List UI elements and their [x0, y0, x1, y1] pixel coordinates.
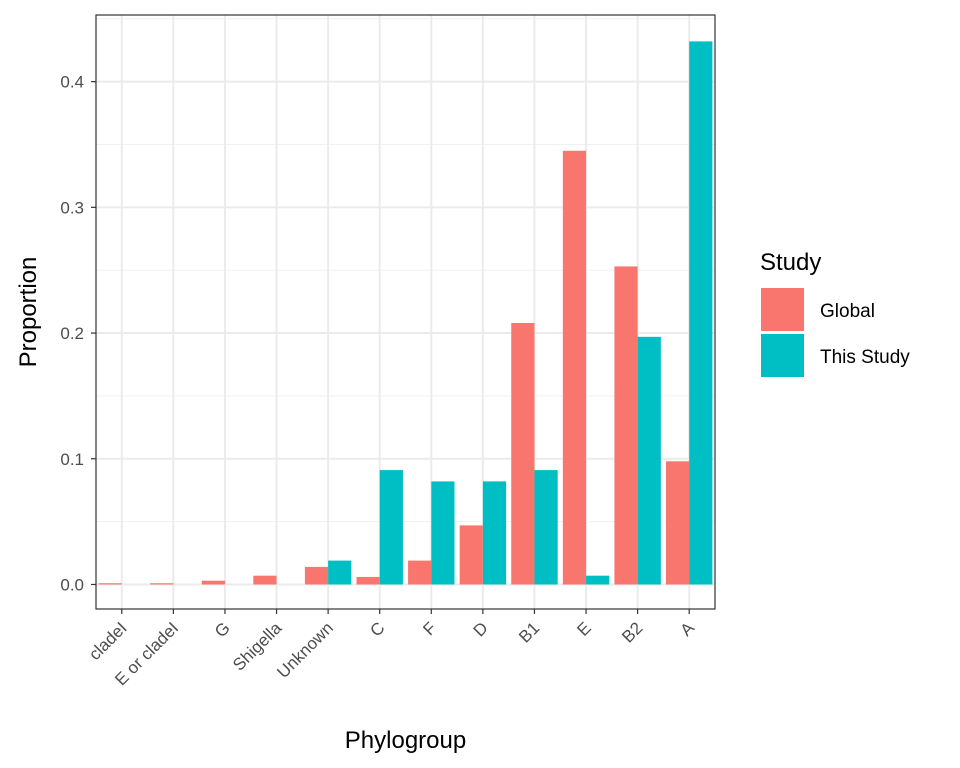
legend-label-global: Global	[820, 301, 875, 322]
bar-global-e-or-cladei	[150, 583, 174, 585]
bar-global-c	[356, 576, 380, 585]
bars	[98, 41, 713, 585]
bar-this-study-b1	[534, 470, 558, 585]
bar-global-cladei	[98, 583, 122, 585]
x-tick-label: C	[366, 618, 388, 640]
minor-gridlines	[96, 18, 715, 523]
bar-global-unknown	[304, 566, 329, 585]
bar-global-shigella	[253, 575, 277, 585]
plot-border	[95, 14, 716, 610]
x-tick-label: B1	[515, 618, 543, 646]
bar-this-study-d	[482, 481, 507, 585]
bar-this-study-f	[431, 481, 455, 585]
bar-this-study-unknown	[328, 560, 352, 585]
y-tick-label: 0.0	[60, 575, 84, 594]
x-tick-label: cladeI	[85, 618, 131, 664]
bar-global-g	[201, 580, 225, 585]
y-tick-label: 0.4	[60, 73, 84, 92]
bar-this-study-e	[586, 575, 610, 585]
bar-global-a	[665, 461, 690, 585]
x-tick-label: F	[419, 618, 440, 639]
bar-this-study-b2	[637, 336, 661, 585]
x-tick-label: D	[470, 618, 492, 640]
x-tick-label: A	[677, 618, 699, 640]
legend-swatch-global	[761, 288, 804, 331]
bar-this-study-c	[379, 470, 403, 585]
bar-global-d	[459, 525, 483, 585]
x-tick-label: Unknown	[273, 618, 337, 682]
legend: Study Global This Study	[760, 249, 910, 377]
legend-title: Study	[760, 249, 821, 276]
x-tick-label: G	[211, 618, 234, 641]
x-axis-title: Phylogroup	[345, 727, 466, 754]
bar-global-e	[562, 150, 587, 585]
legend-label-this-study: This Study	[820, 347, 910, 368]
x-tick-label: B2	[618, 618, 646, 646]
y-tick-label: 0.2	[60, 324, 84, 343]
y-axis: 0.0 0.1 0.2 0.3 0.4	[60, 73, 96, 594]
y-tick-label: 0.1	[60, 450, 84, 469]
y-tick-label: 0.3	[60, 198, 84, 217]
bar-global-b1	[511, 323, 535, 585]
bar-global-f	[408, 560, 432, 585]
x-tick-label: E	[573, 618, 594, 639]
bar-this-study-a	[689, 41, 713, 585]
legend-swatch-this-study	[761, 334, 804, 377]
y-axis-title: Proportion	[15, 257, 42, 368]
plot-background	[96, 15, 715, 609]
bar-global-b2	[614, 266, 638, 585]
